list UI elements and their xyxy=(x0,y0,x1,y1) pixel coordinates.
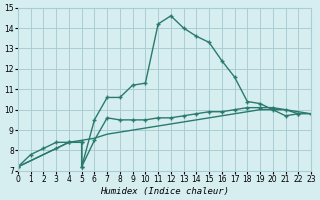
X-axis label: Humidex (Indice chaleur): Humidex (Indice chaleur) xyxy=(100,187,229,196)
